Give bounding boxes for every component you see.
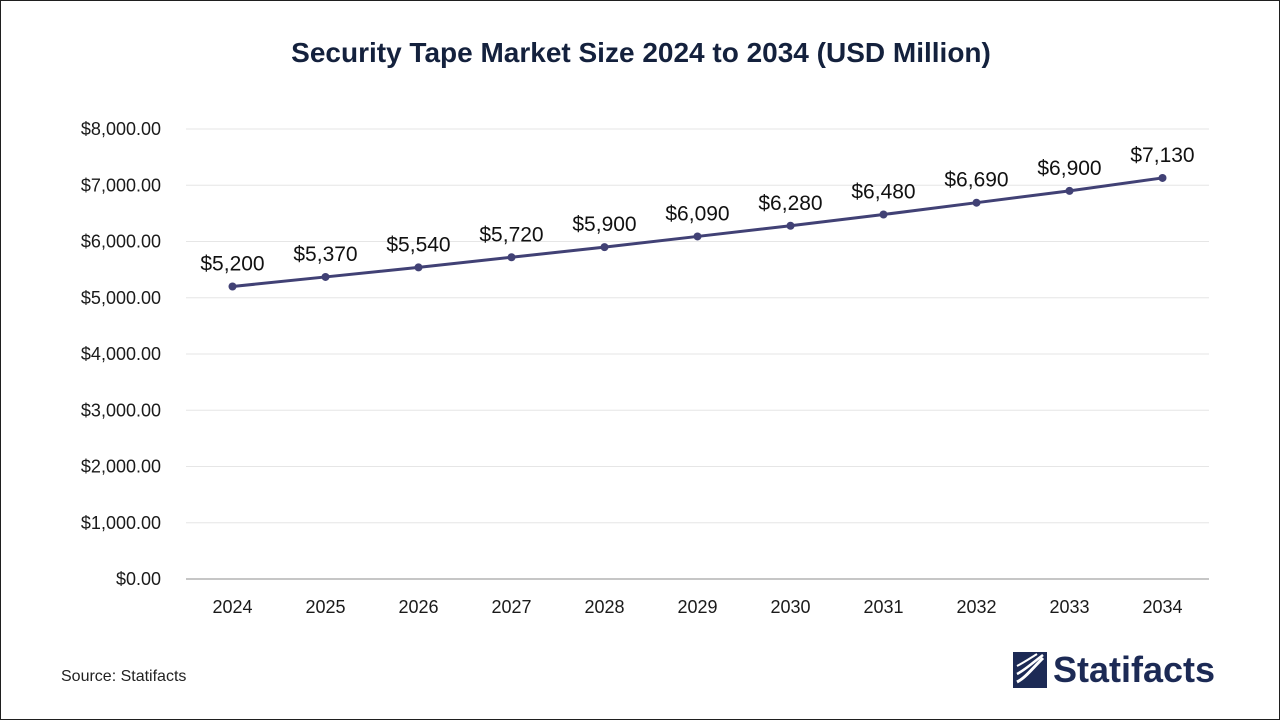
data-point	[786, 221, 795, 230]
statifacts-logo-icon	[1013, 652, 1047, 688]
data-point	[600, 243, 609, 252]
x-tick-label: 2030	[770, 597, 810, 617]
data-point	[228, 282, 237, 291]
y-tick-label: $5,000.00	[81, 288, 161, 308]
chart-title: Security Tape Market Size 2024 to 2034 (…	[291, 37, 991, 68]
brand-name: Statifacts	[1053, 649, 1216, 690]
x-tick-label: 2024	[212, 597, 252, 617]
grid-lines	[186, 128, 1209, 524]
data-label: $5,900	[572, 213, 636, 236]
x-tick-label: 2027	[491, 597, 531, 617]
x-tick-label: 2034	[1142, 597, 1182, 617]
y-tick-label: $4,000.00	[81, 344, 161, 364]
data-label: $5,720	[479, 223, 543, 246]
data-point	[879, 210, 888, 219]
data-point	[1158, 173, 1167, 182]
data-label: $5,370	[293, 243, 357, 266]
data-label: $6,280	[758, 192, 822, 215]
x-tick-label: 2029	[677, 597, 717, 617]
data-label: $5,200	[200, 253, 264, 276]
y-tick-label: $3,000.00	[81, 400, 161, 420]
y-tick-label: $1,000.00	[81, 513, 161, 533]
y-tick-label: $0.00	[116, 569, 161, 589]
data-label: $6,900	[1037, 157, 1101, 180]
source-note: Source: Statifacts	[61, 668, 187, 685]
y-tick-label: $6,000.00	[81, 232, 161, 252]
x-tick-label: 2028	[584, 597, 624, 617]
data-point	[321, 272, 330, 281]
data-label: $6,090	[665, 202, 729, 225]
brand: Statifacts	[1013, 649, 1215, 691]
data-point	[972, 198, 981, 207]
x-tick-label: 2026	[398, 597, 438, 617]
data-labels: $5,200 $5,370 $5,540 $5,720 $5,900 $6,090 $6,2…	[200, 144, 1194, 276]
data-label: $5,540	[386, 233, 450, 256]
x-tick-label: 2033	[1049, 597, 1089, 617]
x-tick-label: 2031	[863, 597, 903, 617]
y-axis: $0.00 $1,000.00 $2,000.00 $3,000.00 $4,000.0…	[81, 119, 161, 589]
x-tick-label: 2032	[956, 597, 996, 617]
y-tick-label: $8,000.00	[81, 119, 161, 139]
x-axis: 2024 2025 2026 2027 2028 2029 2030 2031 2032 2033…	[186, 578, 1209, 617]
series-line	[232, 176, 1163, 288]
y-tick-label: $2,000.00	[81, 457, 161, 477]
data-label: $6,480	[851, 181, 915, 204]
data-point	[1065, 186, 1074, 195]
data-label: $6,690	[944, 169, 1008, 192]
y-tick-label: $7,000.00	[81, 175, 161, 195]
data-point	[693, 232, 702, 241]
x-tick-label: 2025	[305, 597, 345, 617]
data-label: $7,130	[1130, 144, 1194, 167]
data-point	[507, 253, 516, 262]
series-group	[228, 173, 1167, 291]
data-point	[414, 263, 423, 272]
